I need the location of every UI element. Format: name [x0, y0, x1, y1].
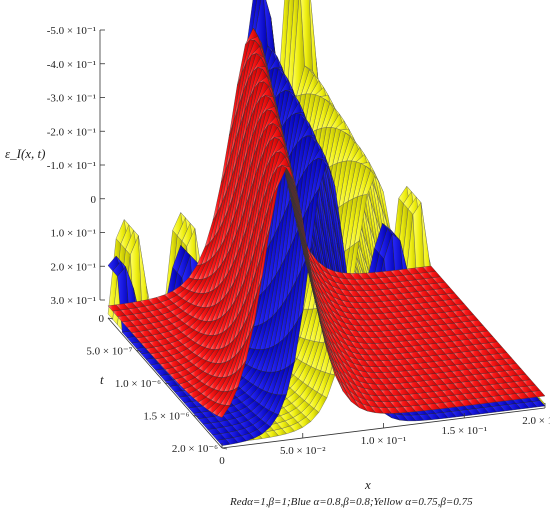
z-tick-label: 0: [91, 194, 97, 206]
x-tick-label: 0: [219, 455, 225, 467]
z-tick-label: -5.0 × 10⁻¹: [47, 25, 96, 37]
t-tick-mark: [107, 317, 114, 320]
z-tick-label: 1.0 × 10⁻¹: [50, 228, 96, 240]
x-axis-label: x: [364, 477, 371, 492]
t-axis-label: t: [100, 372, 104, 387]
z-tick-label: -4.0 × 10⁻¹: [47, 59, 96, 71]
plot-axes: -5.0 × 10⁻¹ -4.0 × 10⁻¹ -3.0 × 10⁻¹ -2.0 × …: [47, 25, 550, 467]
t-tick-label: 5.0 × 10⁻⁷: [86, 346, 132, 358]
z-tick-label: 3.0 × 10⁻¹: [50, 295, 96, 307]
red-surface-patch: [531, 390, 546, 398]
red-surface-series: [107, 27, 546, 418]
t-tick-mark: [136, 350, 142, 352]
x-tick-label: 5.0 × 10⁻²: [280, 445, 326, 457]
z-tick-label: -1.0 × 10⁻¹: [47, 160, 96, 172]
t-tick-label: 1.0 × 10⁻⁶: [115, 378, 161, 390]
legend-caption: Redα=1,β=1;Blue α=0.8,β=0.8;Yellow α=0.7…: [229, 496, 473, 508]
z-tick-label: -2.0 × 10⁻¹: [47, 126, 96, 138]
t-tick-mark: [164, 382, 171, 385]
t-tick-label: 2.0 × 10⁻⁶: [172, 443, 218, 455]
z-tick-label: 2.0 × 10⁻¹: [50, 261, 96, 273]
z-tick-label: -3.0 × 10⁻¹: [47, 93, 96, 105]
t-tick-mark: [193, 415, 199, 417]
x-tick-label: 1.5 × 10⁻¹: [441, 425, 487, 437]
t-tick-label: 0: [99, 313, 105, 325]
z-axis-label: ε_I(x, t): [5, 146, 46, 161]
x-tick-label: 2.0 × 10⁻¹: [522, 415, 550, 427]
t-tick-label: 1.5 × 10⁻⁶: [143, 411, 189, 423]
x-tick-label: 1.0 × 10⁻¹: [361, 435, 407, 447]
